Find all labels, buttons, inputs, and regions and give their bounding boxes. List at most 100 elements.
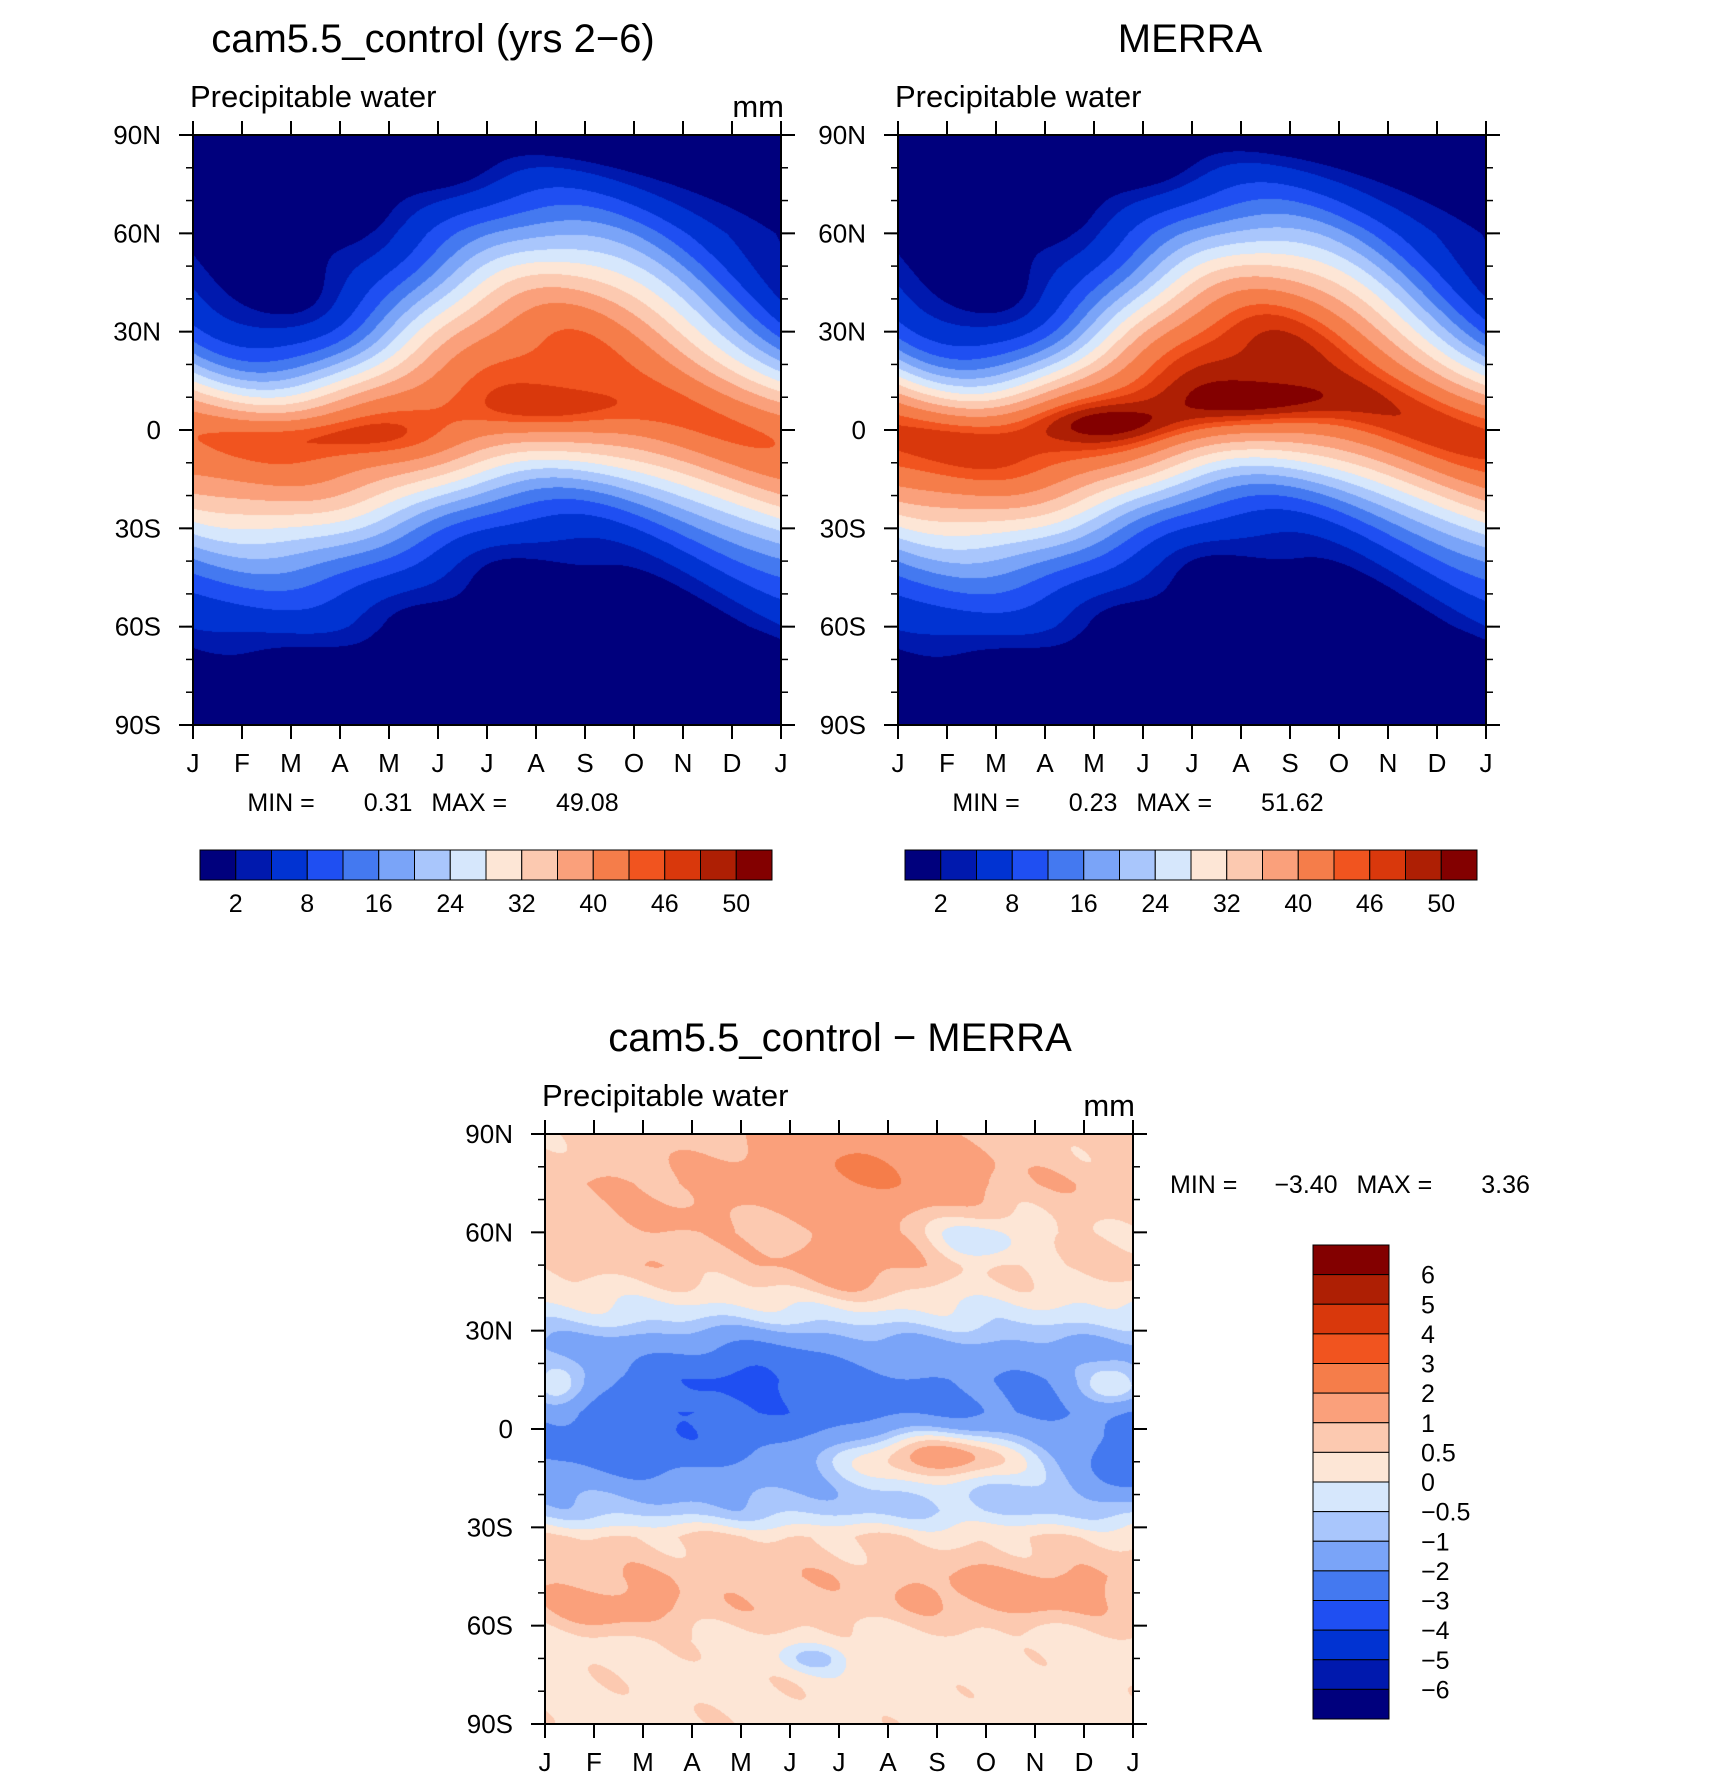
difference-x-tick-label: J (833, 1747, 846, 1777)
model-x-tick-label: S (576, 748, 593, 778)
difference-contour-image (545, 1134, 1133, 1724)
model-colorbar: 2 8 16 24 32 40 46 50 (199, 849, 773, 918)
merra-panel: MERRA Precipitable water J F M A M J J A S O N D J90… (818, 17, 1500, 918)
model-colorbar-swatch (628, 849, 666, 881)
model-x-tick-label: J (187, 748, 200, 778)
difference-colorbar-swatch (1312, 1629, 1390, 1661)
merra-y-tick-label: 60N (818, 218, 866, 248)
difference-y-tick-label: 90N (465, 1119, 513, 1149)
model-max-value: 49.08 (556, 789, 619, 817)
merra-panel-title: MERRA (1118, 17, 1263, 61)
merra-x-tick-label: J (1186, 748, 1199, 778)
difference-x-tick-label: J (1127, 1747, 1140, 1777)
difference-colorbar-label: −2 (1421, 1558, 1450, 1586)
model-variable-label: Precipitable water (190, 79, 436, 114)
difference-panel-title: cam5.5_control − MERRA (608, 1016, 1072, 1060)
difference-colorbar-label: −0.5 (1421, 1499, 1470, 1527)
difference-colorbar-label: −3 (1421, 1588, 1450, 1616)
difference-colorbar-swatch (1312, 1363, 1390, 1394)
model-x-tick-label: J (432, 748, 445, 778)
difference-colorbar-swatch (1312, 1333, 1390, 1364)
model-x-tick-label: F (234, 748, 250, 778)
difference-x-tick-label: O (976, 1747, 996, 1777)
merra-x-tick-label: M (985, 748, 1007, 778)
model-min-value: 0.31 (364, 789, 413, 817)
model-x-tick-label: M (378, 748, 400, 778)
merra-x-tick-label: A (1232, 748, 1250, 778)
merra-colorbar-swatch (1297, 849, 1335, 881)
model-contour-image (193, 135, 781, 725)
model-x-tick-label: J (481, 748, 494, 778)
difference-y-tick-label: 0 (499, 1414, 513, 1444)
model-x-tick-label: D (723, 748, 742, 778)
merra-y-tick-label: 30S (820, 513, 866, 543)
model-y-tick-label: 30S (115, 513, 161, 543)
model-max-label: MAX = (431, 789, 507, 817)
merra-colorbar-swatch (1262, 849, 1299, 881)
difference-colorbar-swatch (1312, 1422, 1390, 1453)
difference-x-tick-label: N (1026, 1747, 1045, 1777)
model-colorbar-swatch (664, 849, 701, 881)
merra-x-tick-label: J (1480, 748, 1493, 778)
merra-colorbar-swatch (1369, 849, 1406, 881)
merra-colorbar-swatch (1440, 849, 1478, 881)
difference-colorbar-swatch (1312, 1659, 1390, 1690)
merra-contour-field (898, 135, 1486, 725)
merra-colorbar-swatch (1226, 849, 1263, 881)
difference-colorbar-swatch (1312, 1451, 1390, 1483)
model-colorbar-swatch (235, 849, 272, 881)
merra-x-tick-label: S (1281, 748, 1298, 778)
difference-colorbar-label: 2 (1421, 1380, 1435, 1408)
merra-max-label: MAX = (1136, 789, 1212, 817)
difference-contour-field (545, 1134, 1133, 1724)
difference-x-tick-label: J (539, 1747, 552, 1777)
merra-x-tick-label: N (1379, 748, 1398, 778)
model-x-tick-label: M (280, 748, 302, 778)
difference-colorbar-label: −5 (1421, 1647, 1450, 1675)
model-colorbar-swatch (306, 849, 344, 881)
merra-x-tick-label: A (1036, 748, 1054, 778)
model-panel: cam5.5_control (yrs 2−6) Precipitable wa… (113, 17, 795, 918)
difference-x-tick-label: J (784, 1747, 797, 1777)
difference-colorbar-swatch (1312, 1392, 1390, 1424)
model-x-tick-label: O (624, 748, 644, 778)
merra-colorbar-swatch (1154, 849, 1192, 881)
merra-colorbar-label: 16 (1070, 890, 1098, 918)
merra-max-value: 51.62 (1261, 789, 1324, 817)
model-colorbar-swatch (378, 849, 415, 881)
difference-colorbar-swatch (1312, 1511, 1390, 1542)
difference-colorbar-label: −6 (1421, 1676, 1450, 1704)
model-y-tick-label: 0 (147, 415, 161, 445)
difference-x-tick-label: D (1075, 1747, 1094, 1777)
difference-x-tick-label: A (879, 1747, 897, 1777)
model-colorbar-label: 8 (300, 890, 314, 918)
merra-colorbar-label: 8 (1005, 890, 1019, 918)
difference-x-tick-label: M (632, 1747, 654, 1777)
model-colorbar-swatch (342, 849, 380, 881)
model-y-tick-label: 90S (115, 710, 161, 740)
difference-colorbar-swatch (1312, 1570, 1390, 1601)
difference-x-tick-label: A (683, 1747, 701, 1777)
difference-x-tick-label: S (928, 1747, 945, 1777)
model-y-tick-label: 60N (113, 218, 161, 248)
merra-colorbar-swatch (1405, 849, 1442, 881)
merra-x-tick-label: F (939, 748, 955, 778)
merra-variable-label: Precipitable water (895, 79, 1141, 114)
difference-max-label: MAX = (1357, 1171, 1433, 1199)
difference-panel: cam5.5_control − MERRA Precipitable wate… (465, 1016, 1530, 1777)
merra-colorbar-label: 50 (1427, 890, 1455, 918)
difference-min-value: −3.40 (1274, 1171, 1337, 1199)
difference-colorbar-label: 3 (1421, 1351, 1435, 1379)
model-colorbar-swatch (700, 849, 737, 881)
merra-x-tick-label: D (1428, 748, 1447, 778)
model-colorbar-swatch (592, 849, 630, 881)
merra-colorbar-swatch (1119, 849, 1156, 881)
difference-y-tick-label: 60S (467, 1611, 513, 1641)
difference-y-tick-label: 30N (465, 1316, 513, 1346)
merra-colorbar-label: 40 (1284, 890, 1312, 918)
merra-colorbar-swatch (1047, 849, 1085, 881)
model-minmax-readout: MIN = 0.31 MAX = 49.08 (247, 789, 618, 817)
merra-colorbar-swatch (976, 849, 1013, 881)
difference-colorbar-swatch (1312, 1244, 1390, 1276)
